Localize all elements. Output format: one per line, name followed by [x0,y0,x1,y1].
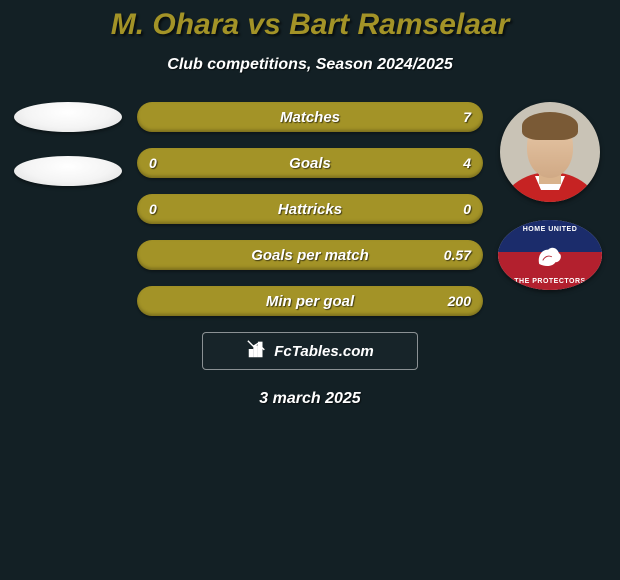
watermark-text: FcTables.com [274,343,373,360]
right-club-badge: HOME UNITED THE PROTECTORS [498,220,602,290]
stat-row-goals: 0 Goals 4 [137,148,483,178]
stat-row-goals-per-match: Goals per match 0.57 [137,240,483,270]
stat-row-matches: Matches 7 [137,102,483,132]
date-label: 3 march 2025 [0,390,620,408]
right-player-avatar [500,102,600,202]
content-area: Matches 7 0 Goals 4 0 Hattricks 0 Goals … [0,102,620,316]
stat-right-value: 0 [463,201,471,217]
badge-bottom-text: THE PROTECTORS [498,278,602,285]
stat-left-value: 0 [149,201,157,217]
stat-right-value: 4 [463,155,471,171]
stat-label: Hattricks [278,201,342,218]
badge-top-text: HOME UNITED [498,226,602,233]
badge-lion-icon [532,237,568,273]
stat-label: Goals [289,155,331,172]
stat-label: Min per goal [266,293,354,310]
stat-right-value: 7 [463,109,471,125]
stat-rows: Matches 7 0 Goals 4 0 Hattricks 0 Goals … [137,102,483,316]
left-player-avatar-placeholder [14,102,122,132]
comparison-card: M. Ohara vs Bart Ramselaar Club competit… [0,0,620,580]
left-club-logo-placeholder [14,156,122,186]
stat-label: Matches [280,109,340,126]
chart-icon [246,338,268,365]
subtitle: Club competitions, Season 2024/2025 [0,56,620,74]
stat-left-value: 0 [149,155,157,171]
stat-row-hattricks: 0 Hattricks 0 [137,194,483,224]
right-player-column: HOME UNITED THE PROTECTORS [490,102,610,290]
stat-row-min-per-goal: Min per goal 200 [137,286,483,316]
left-player-column [8,102,128,186]
stat-right-value: 200 [448,293,471,309]
watermark: FcTables.com [202,332,418,370]
stat-right-value: 0.57 [444,247,471,263]
page-title: M. Ohara vs Bart Ramselaar [0,0,620,42]
stat-label: Goals per match [251,247,369,264]
